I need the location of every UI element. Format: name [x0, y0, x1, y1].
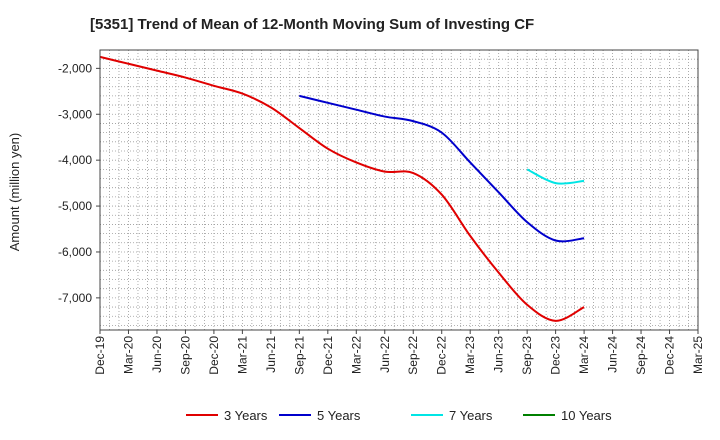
- x-tick-label: Sep-24: [634, 336, 648, 375]
- y-axis-label: Amount (million yen): [7, 133, 22, 252]
- x-tick-label: Sep-22: [406, 336, 420, 375]
- legend: 3 Years 5 Years 7 Years 10 Years: [186, 408, 612, 423]
- series-line-7-years: [526, 168, 585, 185]
- y-tick-label: -2,000: [58, 61, 92, 75]
- x-tick-label: Jun-23: [492, 336, 506, 373]
- legend-label: 7 Years: [449, 408, 493, 423]
- series-line-5-years: [299, 94, 585, 243]
- x-tick-label: Mar-25: [691, 336, 705, 374]
- x-tick-label: Mar-21: [235, 336, 249, 374]
- x-tick-label: Mar-23: [463, 336, 477, 374]
- x-tick-label: Sep-20: [178, 336, 192, 375]
- chart-title: [5351] Trend of Mean of 12-Month Moving …: [90, 16, 534, 33]
- x-tick-label: Mar-22: [349, 336, 363, 374]
- x-tick-label: Sep-23: [520, 336, 534, 375]
- legend-label: 5 Years: [317, 408, 361, 423]
- y-axis: -2,000 -3,000 -4,000 -5,000 -6,000 -7,000: [58, 61, 100, 305]
- grid: [99, 49, 699, 330]
- legend-label: 10 Years: [561, 408, 612, 423]
- x-tick-label: Mar-20: [121, 336, 135, 374]
- y-tick-label: -6,000: [58, 245, 92, 259]
- x-tick-label: Dec-19: [93, 336, 107, 375]
- series-lines: [99, 55, 585, 322]
- legend-label: 3 Years: [224, 408, 268, 423]
- x-axis: Dec-19 Mar-20 Jun-20 Sep-20 Dec-20 Mar-21 Jun-…: [93, 330, 705, 375]
- y-tick-label: -4,000: [58, 153, 92, 167]
- x-tick-label: Jun-20: [150, 336, 164, 373]
- plot-frame: [99, 49, 699, 331]
- y-tick-label: -3,000: [58, 107, 92, 121]
- x-tick-label: Mar-24: [577, 336, 591, 374]
- y-tick-label: -5,000: [58, 199, 92, 213]
- series-line-3-years: [99, 55, 585, 322]
- x-tick-label: Jun-24: [606, 336, 620, 373]
- x-tick-label: Dec-20: [207, 336, 221, 375]
- x-tick-label: Dec-22: [435, 336, 449, 375]
- x-tick-label: Jun-21: [264, 336, 278, 373]
- x-tick-label: Dec-21: [321, 336, 335, 375]
- x-tick-label: Jun-22: [378, 336, 392, 373]
- y-tick-label: -7,000: [58, 291, 92, 305]
- x-tick-label: Sep-21: [292, 336, 306, 375]
- x-tick-label: Dec-24: [663, 336, 677, 375]
- x-tick-label: Dec-23: [549, 336, 563, 375]
